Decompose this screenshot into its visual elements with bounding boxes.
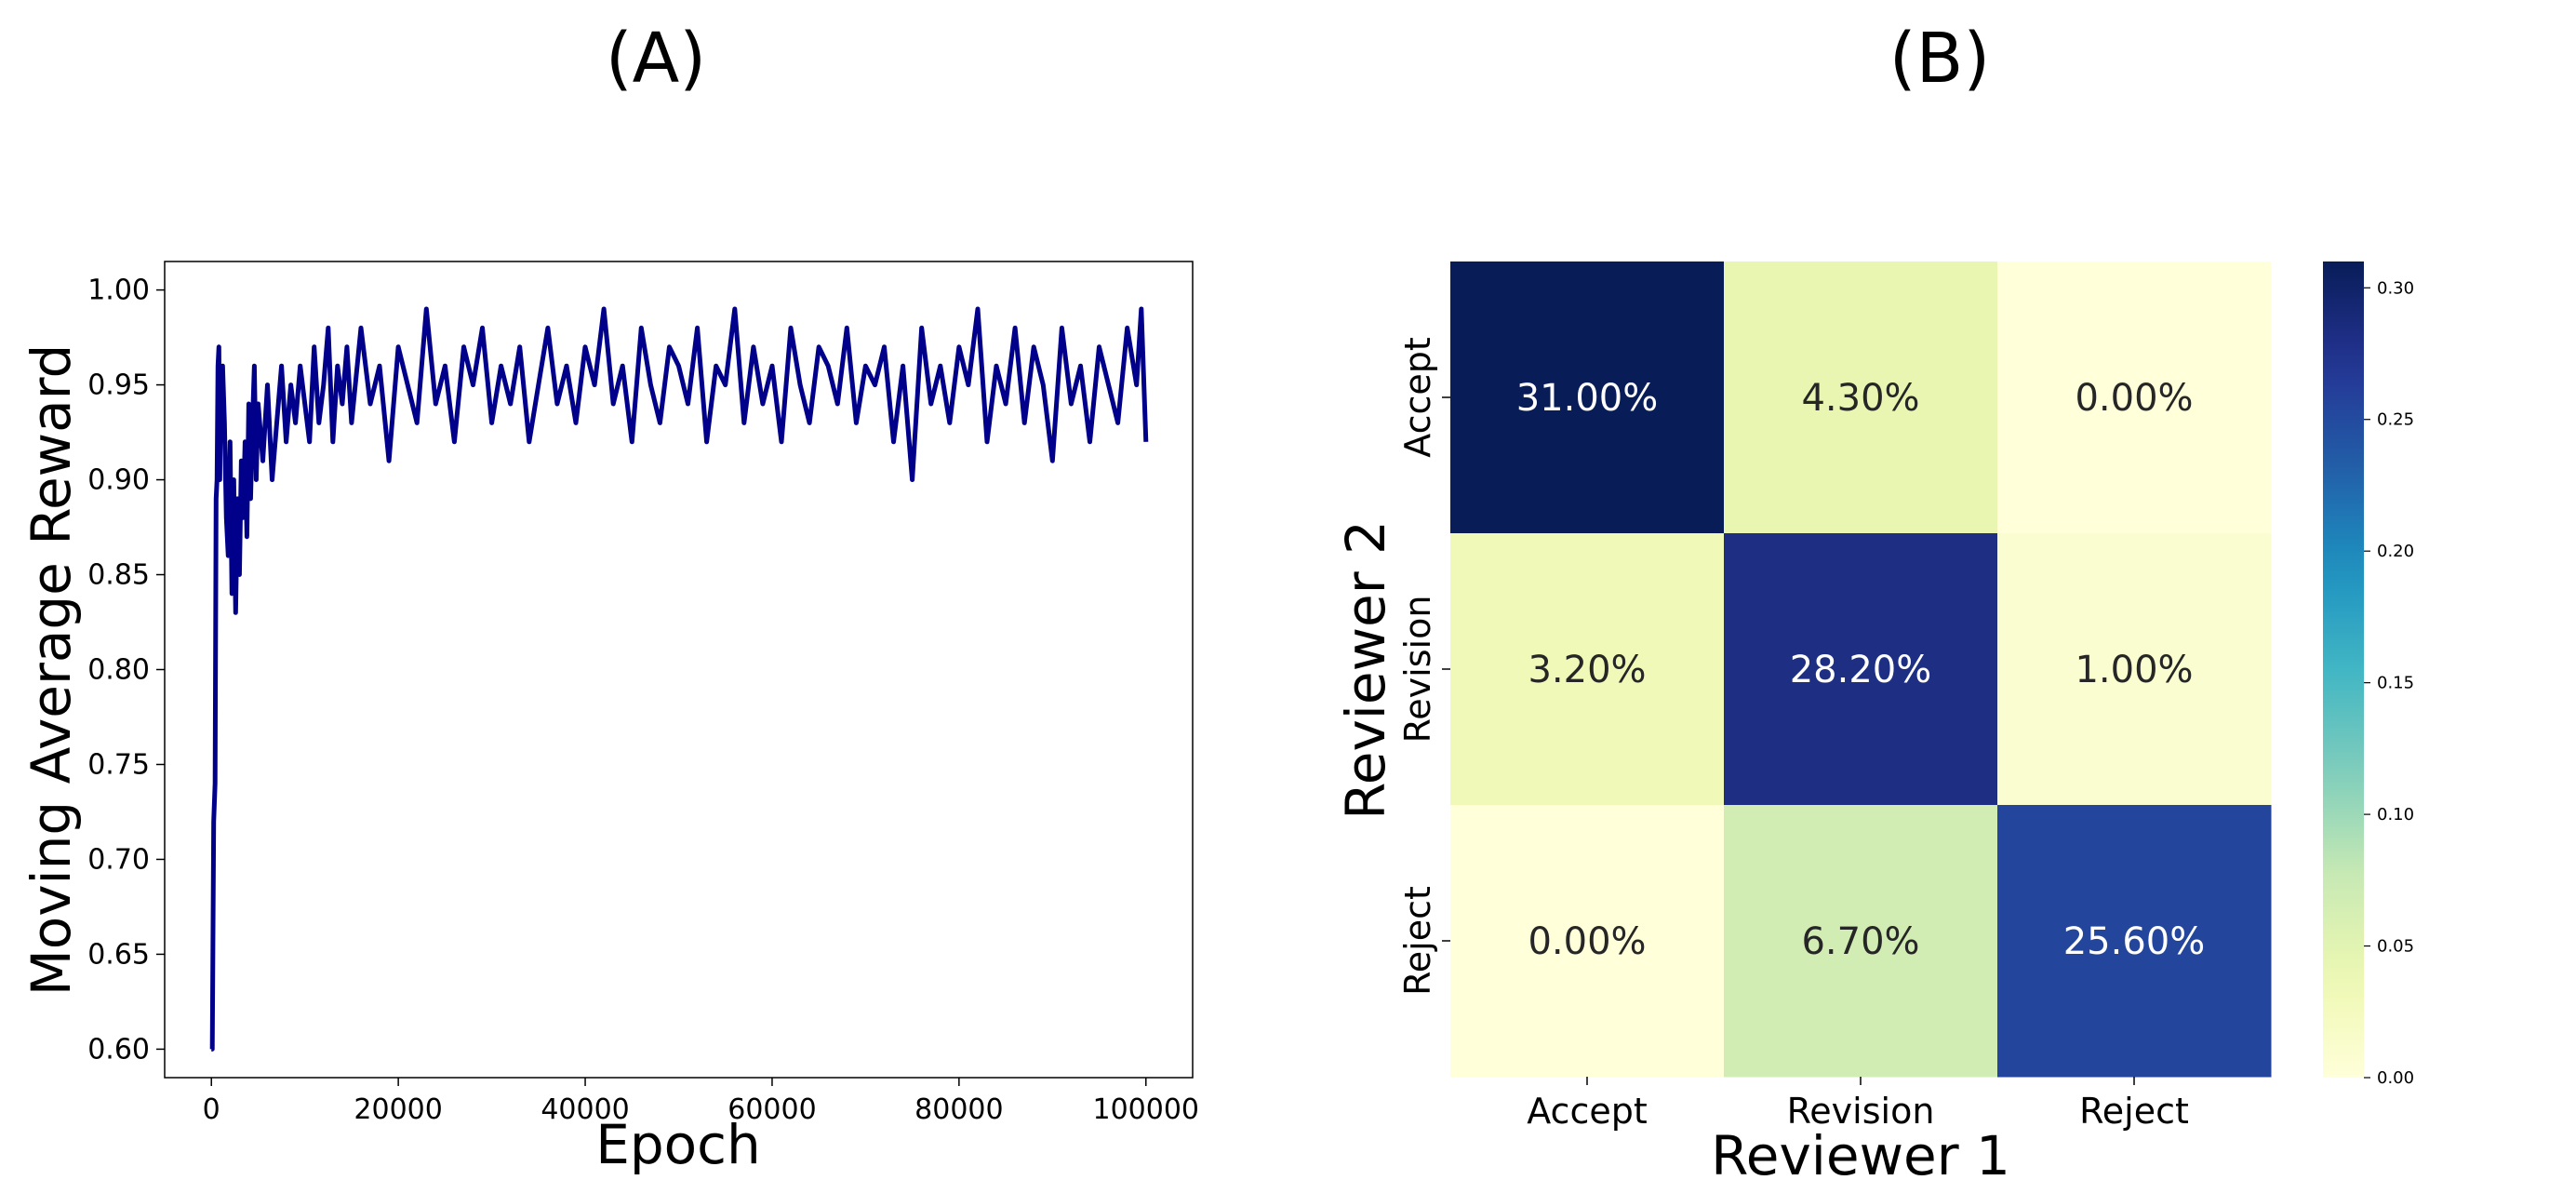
heatmap-x-tick-label: Accept [1527, 1091, 1648, 1132]
heatmap-y-tick-label: Accept [1397, 337, 1438, 458]
x-tick-label: 20000 [354, 1093, 442, 1126]
line-chart-ticks: 0 20000 40000 60000 80000 100000 0.60 0.65 0.70 0… [87, 275, 1199, 1126]
heatmap-cell [1450, 261, 1725, 534]
y-tick-label: 1.00 [87, 275, 150, 307]
heatmap-cell [1997, 805, 2272, 1078]
panel-a-label: (A) [606, 19, 706, 99]
x-tick-label: 0 [203, 1093, 220, 1126]
y-tick-label: 0.95 [87, 369, 150, 402]
colorbar-tick-label: 0.15 [2377, 674, 2414, 693]
x-tick-label: 100000 [1093, 1093, 1200, 1126]
colorbar-tick-label: 0.00 [2377, 1068, 2414, 1088]
heatmap-cell-label: 25.60% [2063, 920, 2206, 963]
heatmap-x-tick-label: Reject [2079, 1091, 2189, 1132]
reward-series-line [209, 306, 1149, 1052]
line-chart: 0 20000 40000 60000 80000 100000 0.60 0.65 0.70 0… [20, 261, 1199, 1176]
x-tick-label: 60000 [727, 1093, 816, 1126]
heatmap-cells: 31.00% 4.30% 0.00% 3.20% 28.20% 1.00% 0.00% 6.7… [1450, 261, 2272, 1078]
colorbar-ticks: 0.00 0.05 0.10 0.15 0.20 0.25 0.30 [2364, 278, 2414, 1088]
y-tick-label: 0.80 [87, 654, 150, 687]
heatmap-cell [1450, 805, 1725, 1078]
heatmap-cell-label: 3.20% [1528, 649, 1646, 691]
colorbar [2323, 261, 2364, 1078]
y-tick-label: 0.60 [87, 1033, 150, 1066]
y-tick-label: 0.65 [87, 938, 150, 971]
heatmap-ticks: Accept Revision Reject Accept Revision Reject [1397, 337, 2189, 1132]
y-tick-label: 0.85 [87, 559, 150, 592]
heatmap-y-tick-label: Revision [1397, 596, 1438, 744]
y-tick-label: 0.70 [87, 843, 150, 876]
x-tick-label: 40000 [541, 1093, 629, 1126]
x-axis-label: Epoch [595, 1113, 761, 1176]
line-chart-frame [164, 261, 1194, 1079]
heatmap-cell [1724, 261, 1998, 534]
heatmap-cell-label: 31.00% [1516, 377, 1659, 420]
heatmap-cell-label: 28.20% [1790, 649, 1932, 691]
x-tick-label: 80000 [914, 1093, 1003, 1126]
heatmap-cell [1450, 533, 1725, 806]
colorbar-tick-label: 0.30 [2377, 278, 2414, 298]
heatmap-cell [1997, 261, 2272, 534]
y-axis-label: Moving Average Reward [20, 344, 83, 997]
heatmap-y-tick-label: Reject [1397, 886, 1438, 996]
heatmap-cell-label: 0.00% [2075, 377, 2193, 420]
heatmap-y-axis-label: Reviewer 2 [1334, 520, 1397, 820]
heatmap-cell-label: 1.00% [2075, 649, 2193, 691]
heatmap-cell [1997, 533, 2272, 806]
heatmap-x-axis-label: Reviewer 1 [1711, 1124, 2010, 1180]
panel-b-label: (B) [1889, 19, 1991, 99]
y-tick-label: 0.75 [87, 748, 150, 781]
heatmap-x-tick-label: Revision [1787, 1091, 1935, 1132]
heatmap-chart: 31.00% 4.30% 0.00% 3.20% 28.20% 1.00% 0.00% 6.7… [1334, 261, 2414, 1180]
colorbar-tick-label: 0.05 [2377, 937, 2414, 957]
colorbar-tick-label: 0.10 [2377, 805, 2414, 825]
heatmap-cell [1724, 805, 1998, 1078]
colorbar-tick-label: 0.25 [2377, 410, 2414, 430]
heatmap-cell-label: 0.00% [1528, 920, 1646, 963]
heatmap-cell [1724, 533, 1998, 806]
colorbar-tick-label: 0.20 [2377, 542, 2414, 561]
heatmap-cell-label: 6.70% [1801, 920, 1919, 963]
heatmap-cell-label: 4.30% [1801, 377, 1919, 420]
y-tick-label: 0.90 [87, 464, 150, 497]
